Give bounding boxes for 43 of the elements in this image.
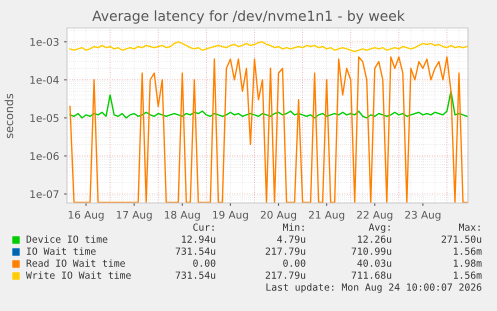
x-tick-label: 18 Aug [164, 210, 200, 221]
y-tick-label: 1e-07 [30, 190, 58, 198]
text: 1.56m [454, 271, 482, 279]
x-tick-label: 22 Aug [357, 210, 392, 221]
chart-title: Average latency for /dev/nvme1n1 - by week [92, 10, 405, 24]
text: 710.99u [352, 247, 392, 255]
text: 731.54u [176, 271, 216, 279]
x-tick-label: 17 Aug [116, 210, 152, 221]
x-tick-label: 20 Aug [260, 210, 296, 221]
line-series [69, 56, 468, 203]
text: Last update: Mon Aug 24 10:00:07 2026 [266, 283, 482, 293]
text: 0.00 [283, 259, 306, 267]
legend-label: Write IO Wait time [26, 271, 131, 279]
text: 40.03u [357, 259, 392, 267]
y-tick-label: 1e-03 [30, 38, 59, 46]
y-tick-label: 1e-04 [30, 76, 59, 84]
text: Max: [458, 224, 480, 231]
legend-label: IO Wait time [26, 247, 96, 255]
legend-label: Device IO time [26, 235, 108, 243]
text: 1.98m [454, 259, 482, 267]
text: 4.79u [277, 235, 306, 243]
text: 731.54u [176, 247, 216, 255]
text: 217.79u [266, 247, 306, 255]
text: 12.94u [182, 235, 216, 243]
text: Min: [282, 223, 304, 231]
x-tick-label: 21 Aug [308, 210, 344, 221]
y-axis-title: seconds [4, 94, 14, 138]
text: 0.00 [193, 259, 216, 267]
text: 271.50u [442, 235, 482, 243]
text: 12.26u [358, 235, 392, 243]
x-tick-label: 23 Aug [405, 210, 440, 221]
text: Avg: [368, 224, 390, 233]
text: 217.79u [266, 271, 306, 279]
x-tick-label: 19 Aug [213, 210, 248, 221]
line-series [69, 90, 468, 119]
x-tick-label: 16 Aug [68, 210, 104, 221]
y-tick-label: 1e-06 [30, 152, 59, 160]
y-tick-label: 1e-05 [30, 114, 58, 122]
text: 1.56m [454, 247, 482, 255]
legend-label: Read IO Wait time [26, 259, 125, 267]
line-series [69, 41, 468, 52]
text: 711.68u [352, 271, 392, 279]
text: Cur: [193, 223, 214, 231]
